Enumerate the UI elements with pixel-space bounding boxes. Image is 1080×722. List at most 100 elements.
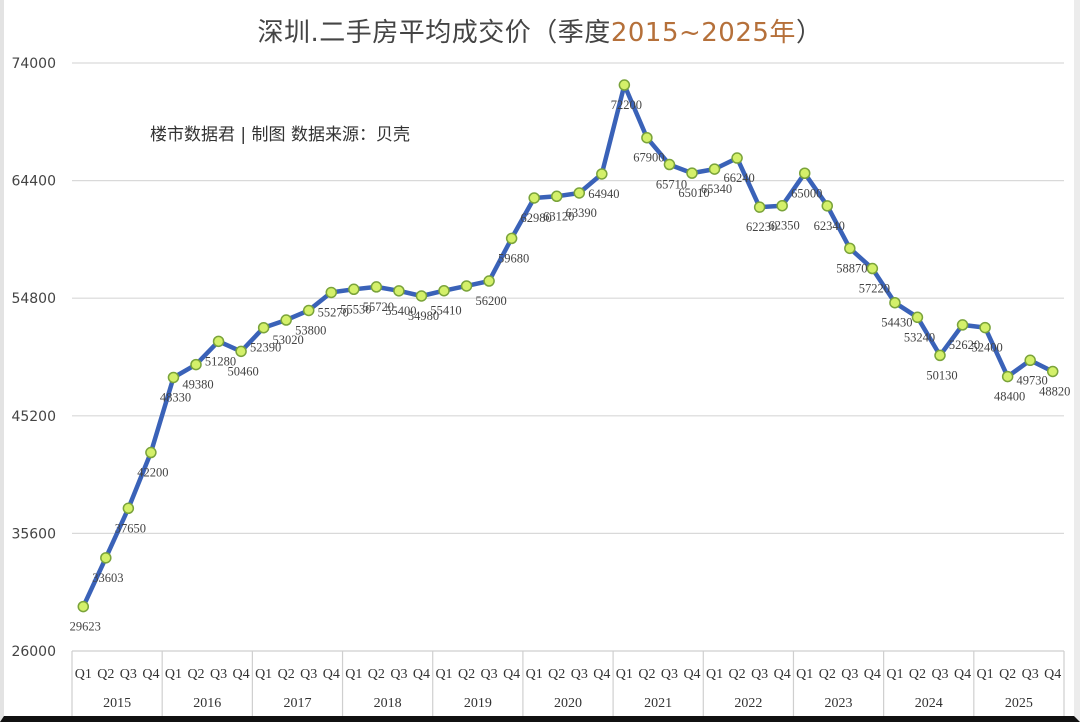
x-axis: Q1 Q2 Q3 Q4 2015 Q1 Q2 Q3 Q4 2016 Q1 Q2 Q3 Q4 2017 Q1 Q2… [71, 650, 1065, 716]
year-label: 2017 [283, 696, 311, 711]
price-line [81, 82, 1055, 609]
quarter-label: Q4 [503, 667, 520, 682]
data-label: 66240 [723, 171, 754, 185]
chart-credit: 楼市数据君 | 制图 数据来源：贝壳 [150, 125, 410, 145]
data-label: 55720 [363, 300, 394, 314]
quarter-label: Q1 [706, 667, 723, 682]
data-point [663, 158, 676, 171]
quarter-label: Q1 [977, 667, 994, 682]
quarter-label: Q2 [278, 667, 295, 682]
y-tick-label: 45200 [11, 409, 56, 425]
data-label: 59680 [498, 251, 529, 265]
quarter-label: Q1 [75, 667, 92, 682]
quarter-label: Q2 [819, 667, 836, 682]
data-label: 65710 [656, 178, 687, 192]
data-point [731, 152, 743, 164]
quarter-label: Q1 [796, 667, 813, 682]
quarter-label: Q4 [1044, 667, 1061, 682]
quarter-label: Q3 [300, 667, 317, 682]
data-point [1046, 365, 1059, 378]
quarter-label: Q2 [999, 667, 1016, 682]
quarter-label: Q3 [571, 667, 588, 682]
data-point [618, 79, 631, 91]
data-point [1001, 370, 1014, 383]
data-point [708, 163, 721, 175]
data-label: 55410 [430, 304, 461, 318]
y-tick-label: 54800 [11, 291, 56, 307]
chart-title: 深圳.二手房平均成交价（季度2015~2025年） [0, 12, 1080, 49]
data-label: 65000 [791, 186, 822, 200]
data-point [100, 552, 112, 564]
quarter-label: Q1 [165, 667, 182, 682]
quarter-label: Q1 [526, 667, 543, 682]
data-label: 63390 [566, 206, 597, 220]
data-label: 53800 [295, 323, 326, 337]
quarter-label: Q3 [751, 667, 768, 682]
data-point [325, 286, 338, 299]
data-point [145, 446, 157, 459]
data-point [1024, 354, 1036, 367]
year-label: 2015 [103, 696, 131, 711]
data-point [280, 314, 292, 326]
quarter-label: Q2 [548, 667, 565, 682]
data-label: 53240 [904, 330, 935, 344]
quarter-label: Q1 [886, 667, 903, 682]
data-point [866, 262, 879, 275]
data-point [235, 345, 247, 358]
data-point [393, 285, 405, 297]
data-point [776, 199, 788, 212]
data-label: 51280 [205, 354, 236, 368]
quarter-label: Q4 [413, 667, 430, 682]
data-point [573, 187, 586, 199]
data-label: 62980 [521, 211, 552, 225]
data-point [956, 319, 969, 331]
quarter-label: Q4 [593, 667, 610, 682]
year-label: 2020 [554, 696, 582, 711]
data-label: 48330 [160, 390, 191, 404]
data-point [77, 600, 90, 613]
data-point [889, 296, 901, 309]
quarter-label: Q2 [729, 667, 746, 682]
data-point [596, 168, 608, 180]
data-point [190, 358, 202, 371]
data-label: 50460 [227, 364, 258, 378]
data-label: 49730 [1017, 373, 1048, 387]
data-point [528, 192, 540, 204]
data-label: 52620 [949, 338, 980, 352]
data-label: 65010 [678, 186, 709, 200]
data-label: 54430 [881, 316, 912, 330]
year-label: 2016 [193, 696, 221, 711]
data-point [483, 275, 495, 287]
gridlines [72, 62, 1064, 535]
y-tick-label: 35600 [11, 526, 56, 542]
data-point [934, 349, 946, 362]
data-label: 65340 [701, 182, 732, 196]
data-label: 55270 [318, 305, 349, 319]
data-point [415, 290, 428, 302]
data-label: 62350 [769, 219, 800, 233]
quarter-label: Q2 [909, 667, 926, 682]
year-label: 2025 [1005, 696, 1033, 711]
data-label: 64940 [588, 187, 619, 201]
quarter-label: Q3 [931, 667, 948, 682]
data-point [505, 232, 518, 245]
data-point [550, 190, 563, 203]
data-label: 62230 [746, 220, 777, 234]
quarter-label: Q3 [390, 667, 407, 682]
data-label: 33603 [92, 571, 123, 585]
data-label: 48400 [994, 390, 1025, 404]
quarter-label: Q3 [481, 667, 498, 682]
title-year-range: 2015~2025年 [610, 18, 796, 48]
data-point [753, 201, 766, 213]
quarter-label: Q4 [142, 667, 159, 682]
data-point [302, 304, 315, 317]
year-label: 2022 [734, 696, 762, 711]
year-label: 2019 [464, 696, 492, 711]
data-point [257, 321, 270, 334]
title-main: 深圳.二手房平均成交价（季度 [257, 18, 611, 48]
data-point [979, 321, 991, 334]
year-label: 2021 [644, 696, 672, 711]
